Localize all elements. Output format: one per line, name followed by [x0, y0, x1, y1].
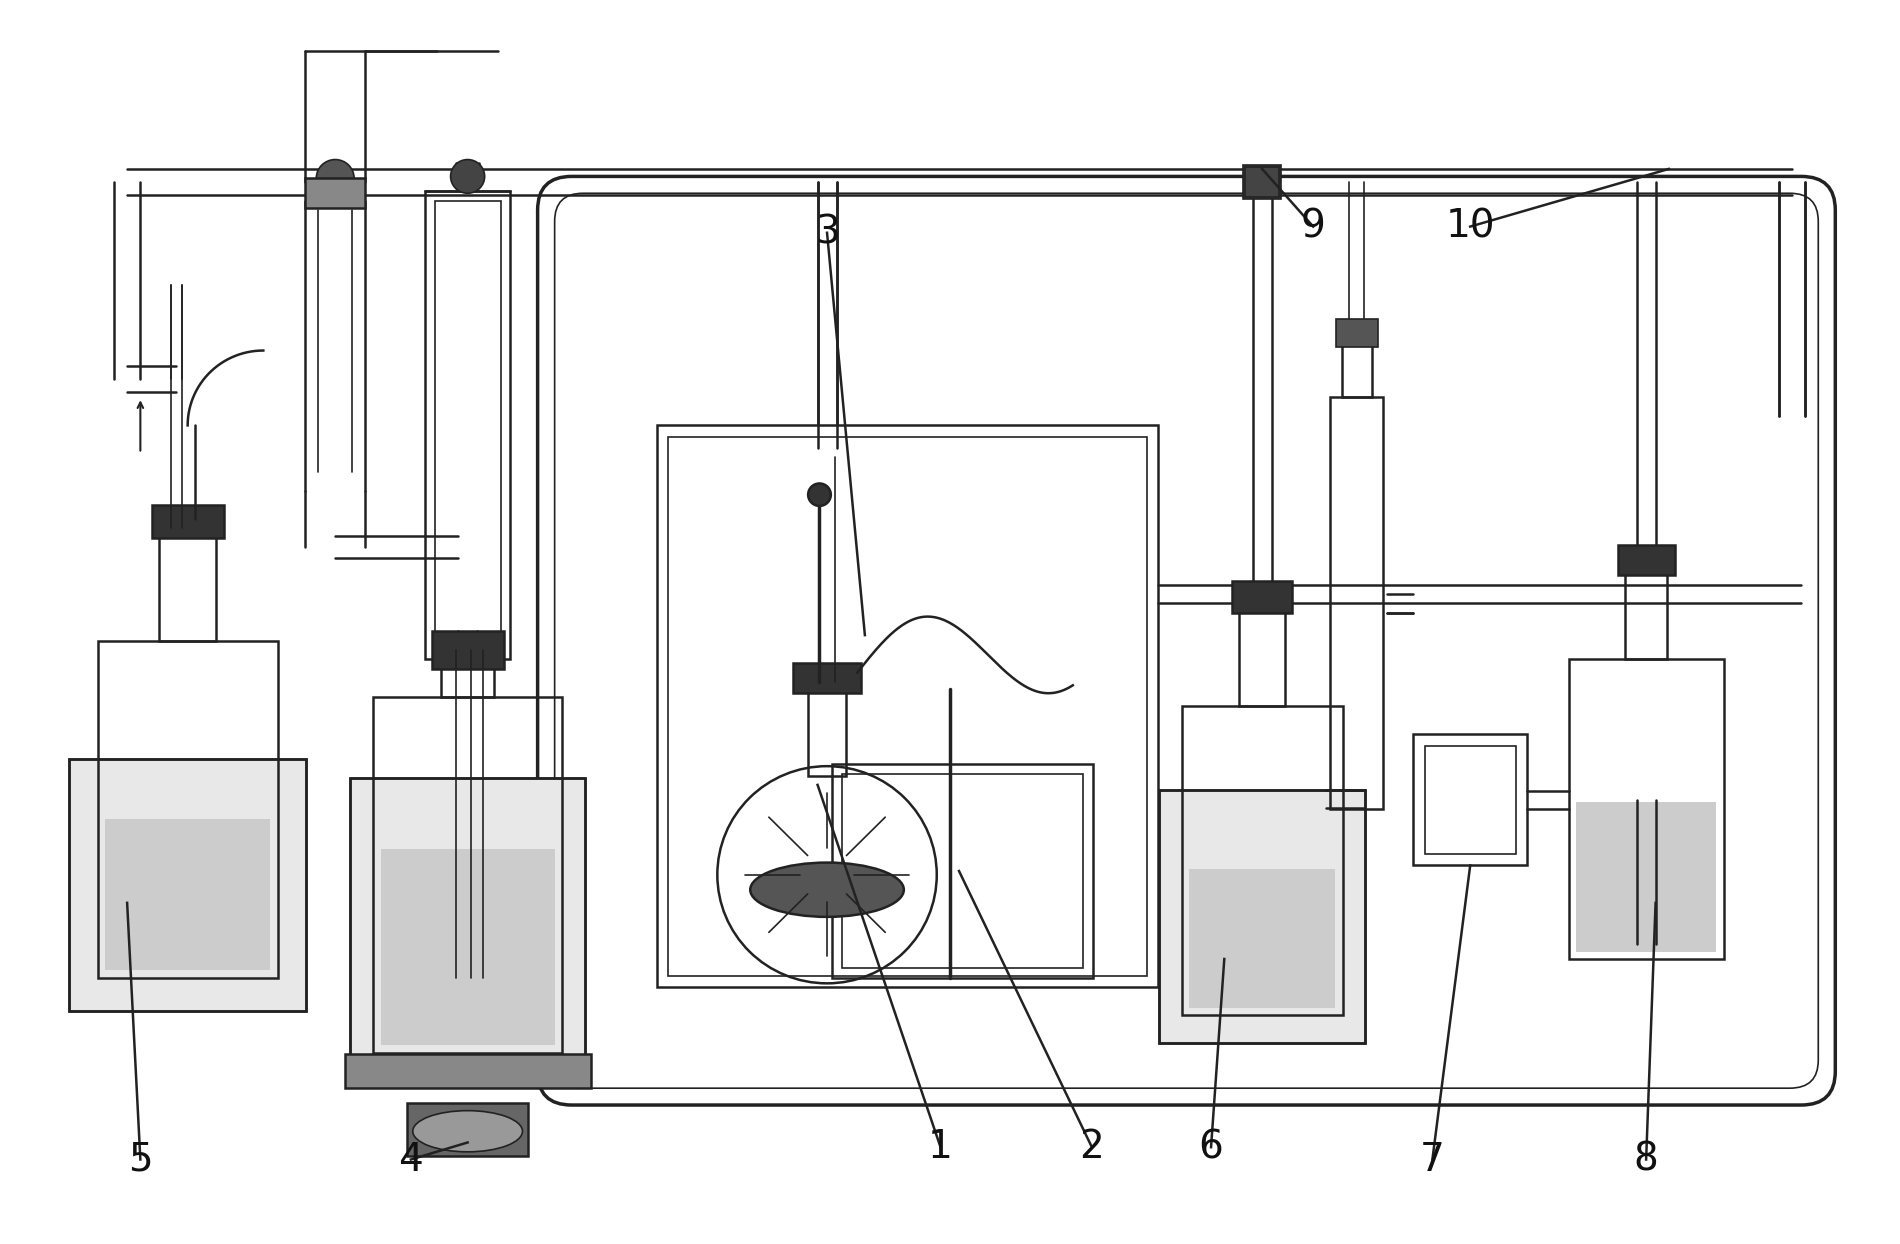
Text: 6: 6: [1199, 1128, 1224, 1166]
Text: 10: 10: [1446, 208, 1495, 245]
Bar: [1239, 603, 1284, 707]
Bar: [1182, 707, 1343, 1015]
Bar: [792, 663, 861, 693]
Bar: [842, 774, 1083, 968]
Text: 3: 3: [815, 214, 840, 251]
Bar: [1425, 745, 1516, 855]
Bar: [350, 779, 585, 1081]
Bar: [1159, 790, 1366, 1044]
Bar: [832, 764, 1092, 978]
Text: 5: 5: [127, 1141, 152, 1178]
Circle shape: [808, 484, 830, 506]
Text: 4: 4: [399, 1141, 424, 1178]
Bar: [97, 641, 277, 978]
Circle shape: [315, 159, 353, 197]
Circle shape: [450, 159, 484, 193]
Ellipse shape: [412, 1111, 522, 1152]
Bar: [1159, 790, 1366, 1044]
Bar: [1336, 318, 1377, 347]
Bar: [70, 759, 306, 1011]
Bar: [669, 437, 1148, 975]
Text: 2: 2: [1079, 1128, 1104, 1166]
Text: 7: 7: [1419, 1141, 1444, 1178]
Bar: [1569, 659, 1723, 959]
Bar: [350, 779, 585, 1081]
Bar: [441, 651, 494, 697]
Bar: [1330, 397, 1383, 810]
Text: 1: 1: [927, 1128, 954, 1166]
Bar: [1231, 581, 1292, 613]
Bar: [152, 505, 224, 539]
Bar: [426, 192, 511, 659]
Bar: [1624, 566, 1666, 659]
Bar: [304, 178, 365, 208]
Text: 9: 9: [1302, 208, 1326, 245]
Bar: [407, 1103, 528, 1156]
Bar: [431, 632, 504, 669]
Bar: [160, 529, 217, 641]
Bar: [1341, 332, 1372, 397]
Bar: [372, 697, 562, 1052]
Bar: [1577, 801, 1716, 952]
Bar: [1189, 868, 1336, 1008]
Bar: [380, 850, 555, 1045]
Bar: [808, 692, 846, 775]
Text: 8: 8: [1634, 1141, 1659, 1178]
Bar: [344, 1054, 591, 1087]
Bar: [1243, 165, 1281, 199]
Bar: [657, 425, 1159, 986]
Bar: [435, 200, 502, 651]
Bar: [1244, 167, 1279, 197]
Bar: [1414, 734, 1528, 866]
Bar: [104, 819, 270, 970]
Bar: [1617, 545, 1674, 575]
Bar: [70, 759, 306, 1011]
Ellipse shape: [750, 862, 904, 917]
